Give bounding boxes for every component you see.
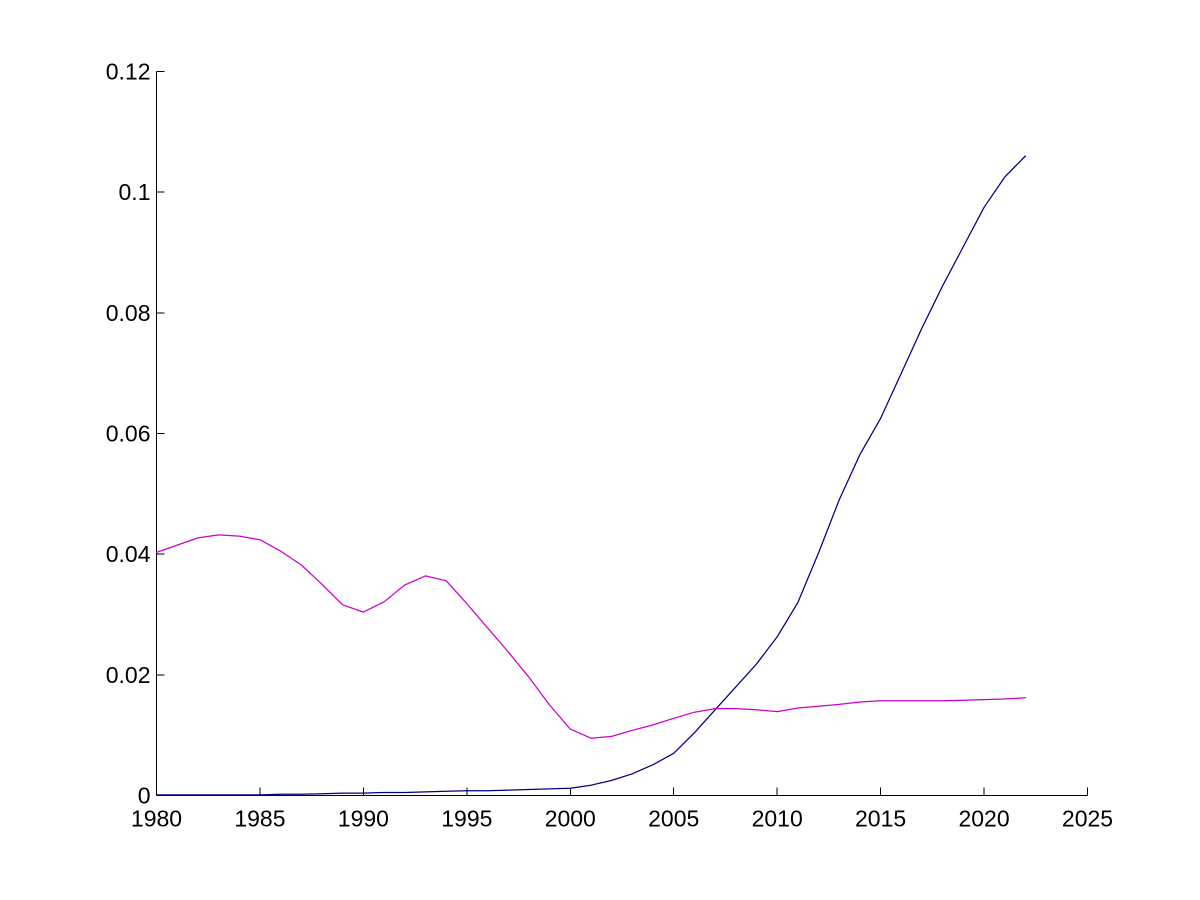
- x-tick-label: 1990: [338, 806, 389, 832]
- series-line-blue: [155, 155, 1027, 796]
- y-tick-label: 0.1: [119, 179, 151, 205]
- x-tick-label: 2000: [545, 806, 596, 832]
- x-tick-label: 2005: [648, 806, 699, 832]
- y-tick-label: 0.02: [106, 662, 151, 688]
- x-tick-label: 2020: [958, 806, 1009, 832]
- x-tick-label: 1980: [131, 806, 182, 832]
- series-line-magenta: [155, 534, 1027, 739]
- y-tick-label: 0.06: [106, 421, 151, 447]
- x-tick-label: 1985: [234, 806, 285, 832]
- y-tick-label: 0.12: [106, 59, 151, 85]
- x-tick-label: 1995: [441, 806, 492, 832]
- x-tick-label: 2025: [1062, 806, 1113, 832]
- y-tick-label: 0: [138, 783, 151, 809]
- x-tick-label: 2015: [855, 806, 906, 832]
- y-tick-label: 0.04: [106, 541, 151, 567]
- x-tick-label: 2010: [752, 806, 803, 832]
- y-tick-label: 0.08: [106, 300, 151, 326]
